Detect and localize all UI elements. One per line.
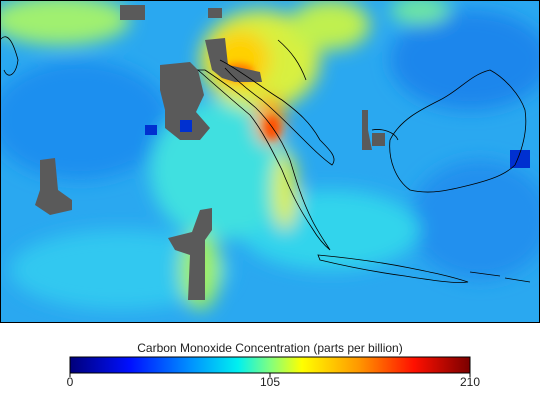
colorbar-gradient bbox=[69, 356, 471, 374]
no-data bbox=[35, 5, 385, 300]
colorbar: Carbon Monoxide Concentration (parts per… bbox=[67, 341, 481, 389]
low-spots bbox=[145, 120, 530, 168]
colorbar-tick-label: 210 bbox=[460, 375, 480, 389]
map bbox=[0, 0, 540, 323]
colorbar-title: Carbon Monoxide Concentration (parts per… bbox=[137, 341, 402, 355]
coastlines bbox=[0, 36, 531, 283]
colorbar-tick-label: 105 bbox=[260, 375, 280, 389]
colorbar-tick-label: 0 bbox=[67, 375, 74, 389]
